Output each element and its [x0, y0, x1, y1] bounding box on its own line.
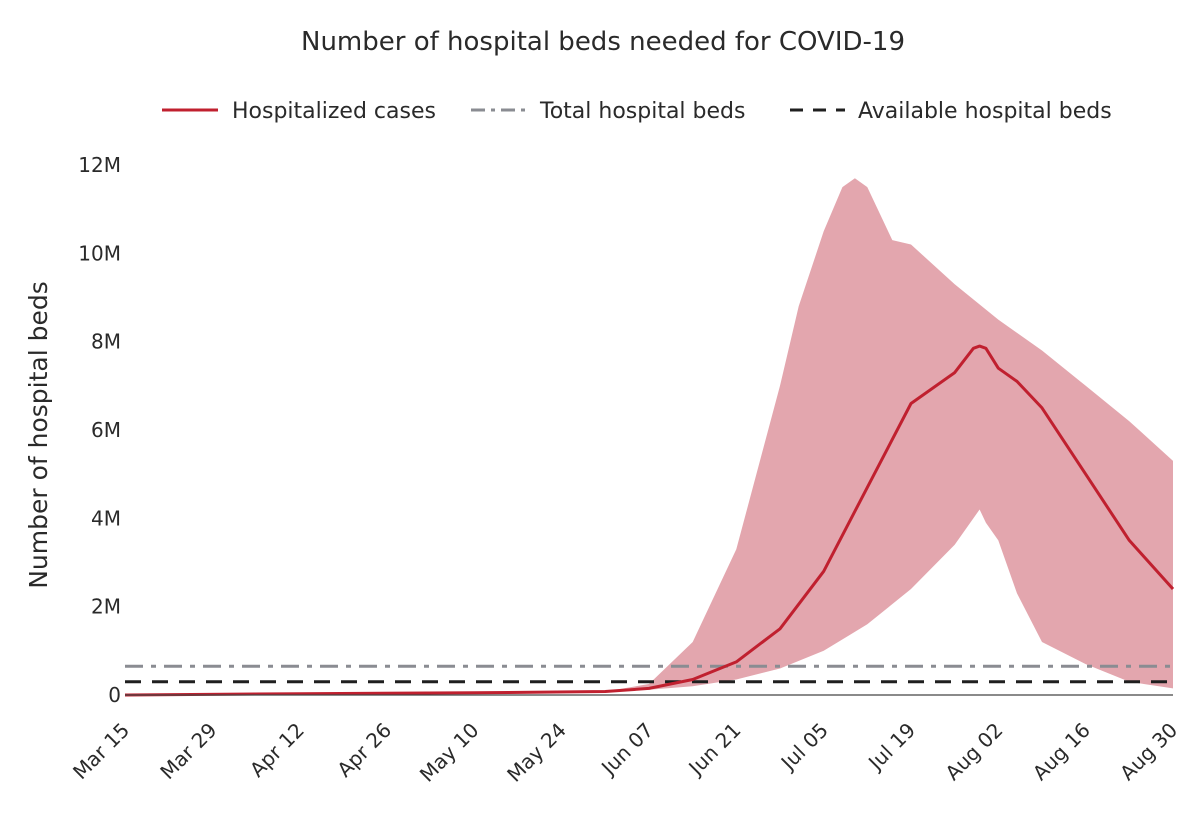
- x-tick-label: May 24: [502, 718, 571, 787]
- series-line-layer: [124, 344, 1175, 697]
- x-tick-label: Jun 07: [595, 718, 658, 781]
- legend-label: Total hospital beds: [539, 99, 745, 124]
- hospitalized-cases-line: [124, 344, 1175, 697]
- x-tick-label: Mar 29: [155, 718, 221, 784]
- y-tick-label: 10M: [78, 241, 121, 265]
- y-axis: 0 2M 4M 6M 8M 10M 12M: [78, 153, 1173, 707]
- y-tick-label: 4M: [91, 506, 121, 530]
- legend-item: Available hospital beds: [790, 99, 1112, 124]
- legend-item: Hospitalized cases: [162, 99, 436, 124]
- reference-lines-layer: [125, 664, 1173, 684]
- y-tick-label: 12M: [78, 153, 121, 177]
- x-tick-label: Mar 15: [68, 718, 134, 784]
- x-tick-label: Aug 02: [940, 718, 1007, 785]
- uncertainty-band: [605, 178, 1173, 692]
- y-tick-label: 0: [108, 683, 121, 707]
- x-tick-label: Apr 12: [245, 718, 309, 782]
- x-tick-label: Jul 05: [775, 718, 833, 776]
- chart-title: Number of hospital beds needed for COVID…: [301, 27, 905, 57]
- y-tick-label: 8M: [91, 330, 121, 354]
- x-tick-label: Aug 30: [1115, 718, 1182, 785]
- x-axis: Mar 15 Mar 29 Apr 12 Apr 26 May 10 May 24 Jun …: [68, 718, 1182, 787]
- x-tick-label: Apr 26: [332, 718, 396, 782]
- legend-label: Available hospital beds: [858, 99, 1112, 124]
- legend-item: Total hospital beds: [471, 99, 745, 124]
- uncertainty-band-layer: [605, 178, 1173, 692]
- x-tick-label: Aug 16: [1028, 718, 1095, 785]
- x-tick-label: May 10: [415, 718, 484, 787]
- legend-label: Hospitalized cases: [232, 99, 436, 124]
- x-tick-label: Jul 19: [862, 718, 920, 776]
- legend: Hospitalized cases Total hospital beds Ava…: [162, 99, 1112, 124]
- y-axis-title: Number of hospital beds: [24, 281, 53, 589]
- y-tick-label: 6M: [91, 418, 121, 442]
- y-tick-label: 2M: [91, 595, 121, 619]
- x-tick-label: Jun 21: [683, 718, 746, 781]
